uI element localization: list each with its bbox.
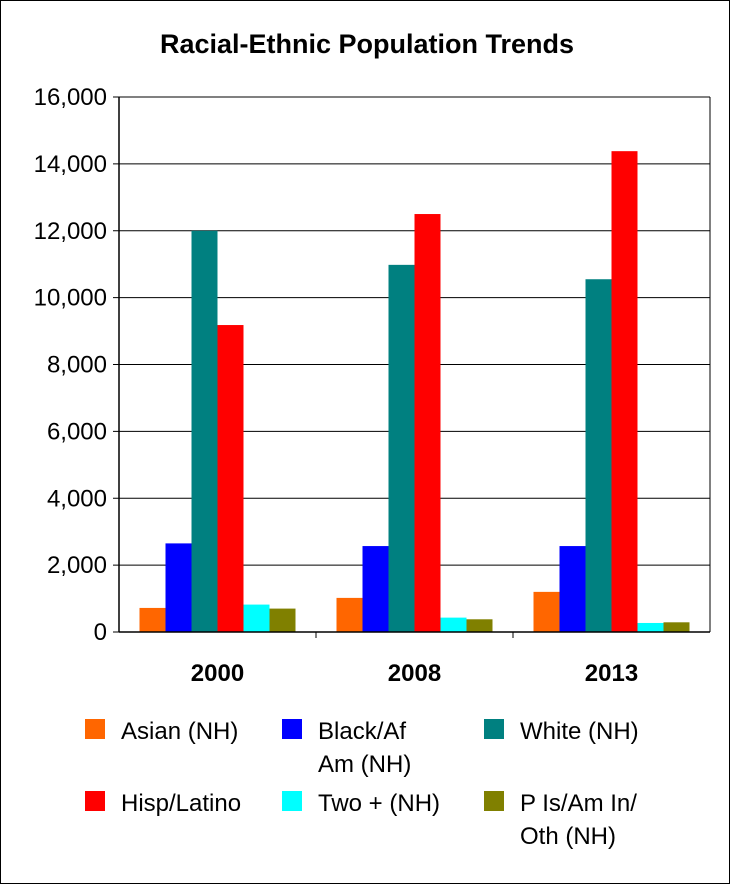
y-tick-label: 4,000 (47, 485, 107, 512)
bar (165, 543, 192, 632)
bar (585, 279, 612, 632)
bar (243, 604, 270, 632)
y-tick-label: 10,000 (34, 285, 107, 312)
legend: Asian (NH) Black/Af Am (NH) White (NH) Hisp/… (85, 718, 639, 850)
legend-label: Oth (NH) (520, 823, 616, 850)
bar (611, 151, 638, 632)
legend-swatch (282, 719, 302, 739)
chart-title: Racial-Ethnic Population Trends (160, 29, 574, 59)
y-tick-label: 6,000 (47, 418, 107, 445)
y-axis-ticks: 0 2,000 4,000 6,000 8,000 10,000 12,000 14,000 1… (34, 84, 107, 646)
legend-swatch (484, 719, 504, 739)
axes (113, 96, 711, 638)
y-tick-label: 16,000 (34, 84, 107, 111)
legend-label: Hisp/Latino (121, 790, 241, 817)
x-axis-ticks: 2000 2008 2013 (191, 660, 638, 687)
bar (269, 608, 296, 632)
legend-label: P Is/Am In/ (520, 790, 637, 817)
legend-label: Am (NH) (318, 751, 411, 778)
bar (217, 325, 244, 632)
bar (637, 622, 664, 632)
legend-swatch (282, 791, 302, 811)
bar (388, 264, 415, 632)
y-tick-label: 0 (94, 619, 107, 646)
bar (336, 597, 363, 632)
bar (533, 591, 560, 632)
bar (139, 607, 166, 632)
bar (440, 617, 467, 632)
bar (559, 546, 586, 632)
x-tick-label: 2013 (585, 660, 638, 687)
bar (191, 230, 218, 632)
bar (414, 214, 441, 632)
legend-label: White (NH) (520, 718, 639, 745)
legend-swatch (85, 719, 105, 739)
bar (362, 546, 389, 632)
bar (466, 619, 493, 632)
y-tick-label: 12,000 (34, 218, 107, 245)
legend-label: Two + (NH) (318, 790, 440, 817)
y-tick-label: 2,000 (47, 552, 107, 579)
legend-swatch (85, 791, 105, 811)
bars (139, 151, 690, 632)
legend-swatch (484, 791, 504, 811)
y-tick-label: 8,000 (47, 352, 107, 379)
y-tick-label: 14,000 (34, 151, 107, 178)
legend-label: Black/Af (318, 718, 406, 745)
legend-label: Asian (NH) (121, 718, 238, 745)
x-tick-label: 2000 (191, 660, 244, 687)
bar (663, 622, 690, 632)
x-tick-label: 2008 (388, 660, 441, 687)
